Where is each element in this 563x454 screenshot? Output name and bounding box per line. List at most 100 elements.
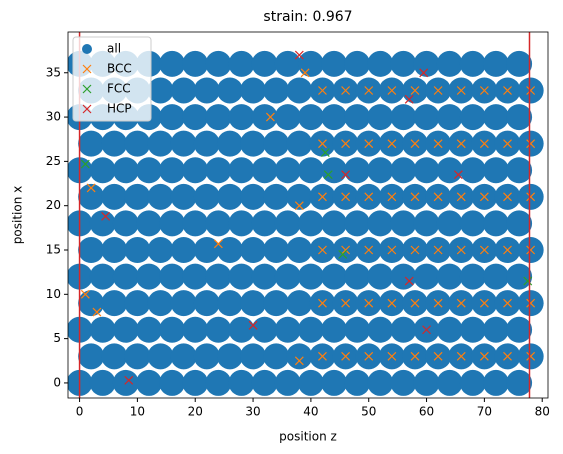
point	[205, 157, 232, 184]
point	[205, 316, 232, 343]
x-marker	[526, 139, 536, 149]
x-marker	[526, 86, 536, 95]
x-marker	[526, 192, 536, 202]
point	[228, 50, 255, 77]
point	[274, 369, 301, 396]
x-marker	[364, 192, 374, 202]
x-marker	[410, 192, 420, 202]
point	[297, 316, 324, 343]
point	[205, 104, 232, 131]
x-tick-label: 50	[361, 405, 376, 419]
point	[240, 237, 267, 264]
point	[170, 237, 197, 264]
point	[193, 130, 220, 157]
x-marker	[387, 86, 397, 95]
point	[459, 369, 486, 396]
point	[344, 316, 371, 343]
point	[147, 343, 174, 370]
point	[78, 130, 105, 157]
point	[228, 369, 255, 396]
point	[135, 210, 162, 237]
y-tick-label: 20	[46, 198, 61, 212]
chart-title: strain: 0.967	[263, 9, 352, 25]
x-marker	[86, 183, 96, 193]
point	[135, 369, 162, 396]
point	[413, 369, 440, 396]
point	[112, 157, 139, 184]
point	[286, 183, 313, 210]
point	[263, 183, 290, 210]
x-marker	[341, 86, 351, 95]
point	[147, 183, 174, 210]
point	[182, 157, 209, 184]
point	[205, 369, 232, 396]
x-marker	[387, 192, 397, 202]
point	[112, 210, 139, 237]
point	[182, 369, 209, 396]
point	[274, 316, 301, 343]
point	[413, 157, 440, 184]
point	[170, 343, 197, 370]
x-marker	[410, 298, 420, 308]
point	[482, 210, 509, 237]
x-marker	[338, 250, 348, 259]
point	[482, 369, 509, 396]
y-tick-label: 5	[53, 331, 61, 345]
y-axis-label: position x	[11, 186, 25, 244]
point	[182, 210, 209, 237]
point	[89, 316, 116, 343]
point	[286, 130, 313, 157]
x-tick-label: 20	[188, 405, 203, 419]
x-marker	[300, 68, 310, 78]
point	[367, 157, 394, 184]
x-marker	[433, 298, 443, 308]
y-tick-label: 10	[46, 287, 61, 301]
point	[193, 343, 220, 370]
point	[240, 290, 267, 317]
point	[367, 263, 394, 290]
point	[344, 157, 371, 184]
point	[506, 104, 533, 131]
x-marker	[92, 307, 102, 317]
x-marker	[456, 245, 466, 255]
point	[390, 50, 417, 77]
point	[182, 316, 209, 343]
point	[286, 343, 313, 370]
x-marker	[479, 86, 489, 95]
x-marker	[318, 139, 327, 149]
point	[135, 263, 162, 290]
point	[147, 290, 174, 317]
point	[286, 77, 313, 104]
x-marker	[433, 86, 443, 95]
point	[78, 343, 105, 370]
legend: all BCC FCC HCP	[72, 36, 152, 122]
point	[506, 316, 533, 343]
point	[344, 210, 371, 237]
point	[390, 263, 417, 290]
point	[112, 316, 139, 343]
x-marker	[294, 201, 304, 211]
x-marker	[503, 192, 512, 202]
point	[482, 104, 509, 131]
point	[459, 50, 486, 77]
x-marker	[433, 351, 443, 361]
point	[159, 210, 186, 237]
point	[321, 50, 348, 77]
y-tick-label: 30	[46, 110, 61, 124]
point	[170, 183, 197, 210]
x-marker	[387, 245, 397, 255]
point	[274, 104, 301, 131]
x-marker	[248, 320, 258, 330]
x-marker	[364, 298, 374, 308]
x-marker	[341, 351, 351, 361]
point	[297, 50, 324, 77]
x-marker	[80, 289, 90, 299]
point	[286, 237, 313, 264]
point	[321, 157, 348, 184]
x-marker	[456, 192, 466, 202]
x-marker	[318, 245, 327, 255]
point	[159, 157, 186, 184]
point	[286, 290, 313, 317]
x-marker	[410, 86, 420, 95]
